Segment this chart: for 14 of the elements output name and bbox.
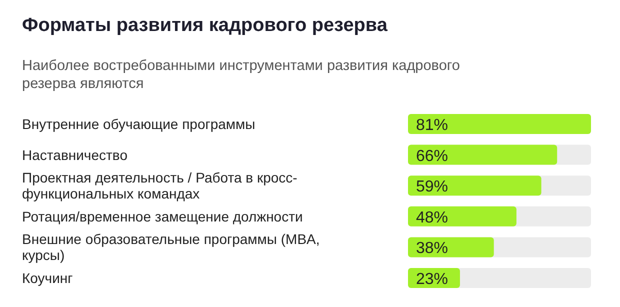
data-label: 81%	[416, 117, 448, 134]
y-tick-label: Проектная деятельность / Работа в кросс-функциональных командах	[22, 170, 298, 202]
y-tick-label: Наставничество	[22, 146, 128, 163]
data-label: 66%	[416, 148, 448, 165]
y-tick-label: Коучинг	[22, 270, 73, 286]
data-label: 59%	[416, 178, 448, 196]
data-label: 38%	[416, 240, 448, 258]
y-tick-label: Внутренние обучающие программы	[22, 116, 256, 132]
text: Наиболее востребованными инструментами развития кадрового резерва являются	[22, 58, 460, 92]
text: Форматы развития кадрового резерва	[22, 15, 388, 36]
data-label: 48%	[416, 209, 448, 226]
y-tick-label: Внешние образовательные программы (MBA, курсы)	[22, 231, 320, 264]
y-tick-label: Ротация/временное замещение должности	[22, 208, 303, 224]
data-label: 23%	[416, 271, 448, 288]
